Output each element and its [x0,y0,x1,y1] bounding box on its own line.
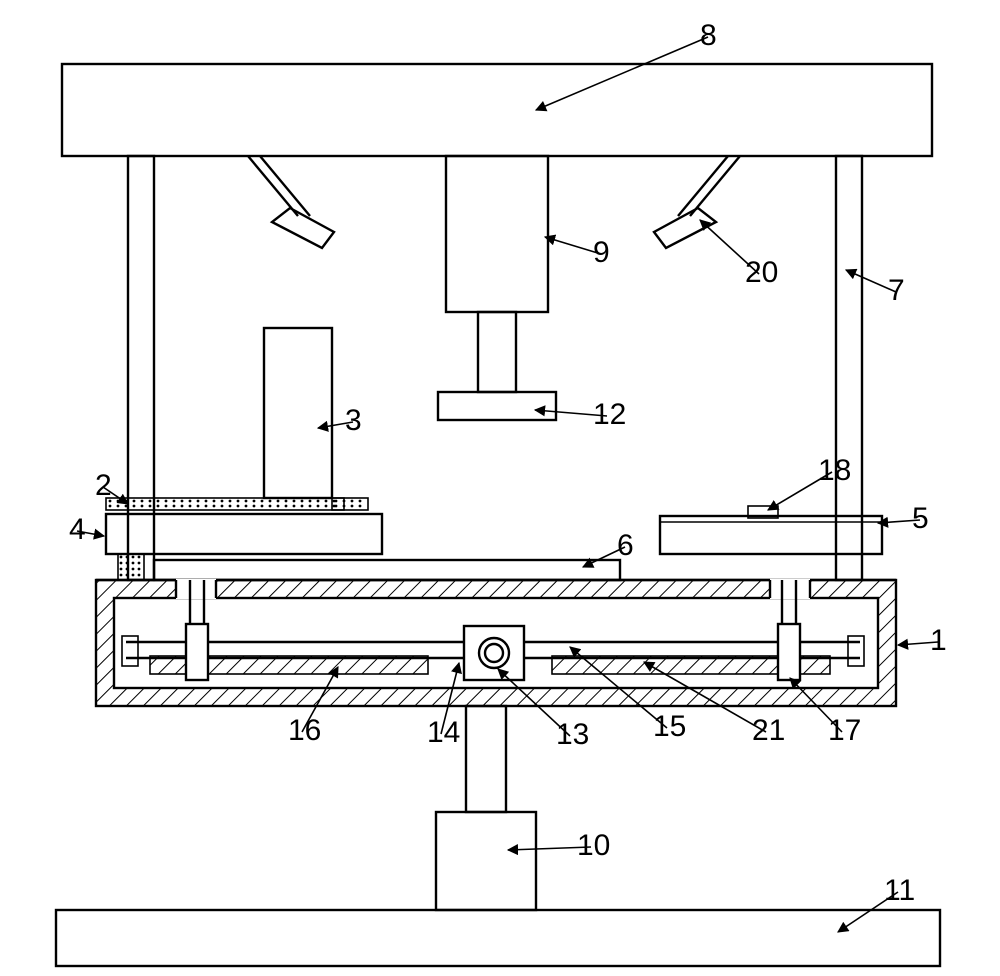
label-21: 21 [752,714,785,747]
label-6: 6 [617,529,634,562]
bottom-beam-11 [56,910,940,966]
label-3: 3 [345,404,362,437]
label-20: 20 [745,256,778,289]
label-4: 4 [69,513,86,546]
label-12: 12 [593,398,626,431]
press-head-12 [438,392,556,420]
label-13: 13 [556,718,589,751]
cylinder-9 [446,156,548,312]
light-left-20 [272,208,334,248]
label-15: 15 [653,710,686,743]
label-10: 10 [577,829,610,862]
top-beam-8 [62,64,932,156]
label-17: 17 [828,714,861,747]
light-right-20 [654,208,716,248]
label-2: 2 [95,469,112,502]
label-9: 9 [593,236,610,269]
label-16: 16 [288,714,321,747]
drawing-layer [56,64,940,966]
plate-4 [106,514,382,554]
motor-10 [436,812,536,910]
label-1: 1 [930,624,947,657]
block-3 [264,328,332,498]
bar-6 [154,560,620,580]
label-11: 11 [884,874,915,907]
slider-left-17 [186,624,208,680]
label-5: 5 [912,502,929,535]
label-8: 8 [700,19,717,52]
label-7: 7 [888,274,905,307]
leader-8 [536,37,708,110]
label-18: 18 [818,454,851,487]
slider-right-17 [778,624,800,680]
label-14: 14 [427,716,460,749]
column-left-7 [128,156,154,580]
